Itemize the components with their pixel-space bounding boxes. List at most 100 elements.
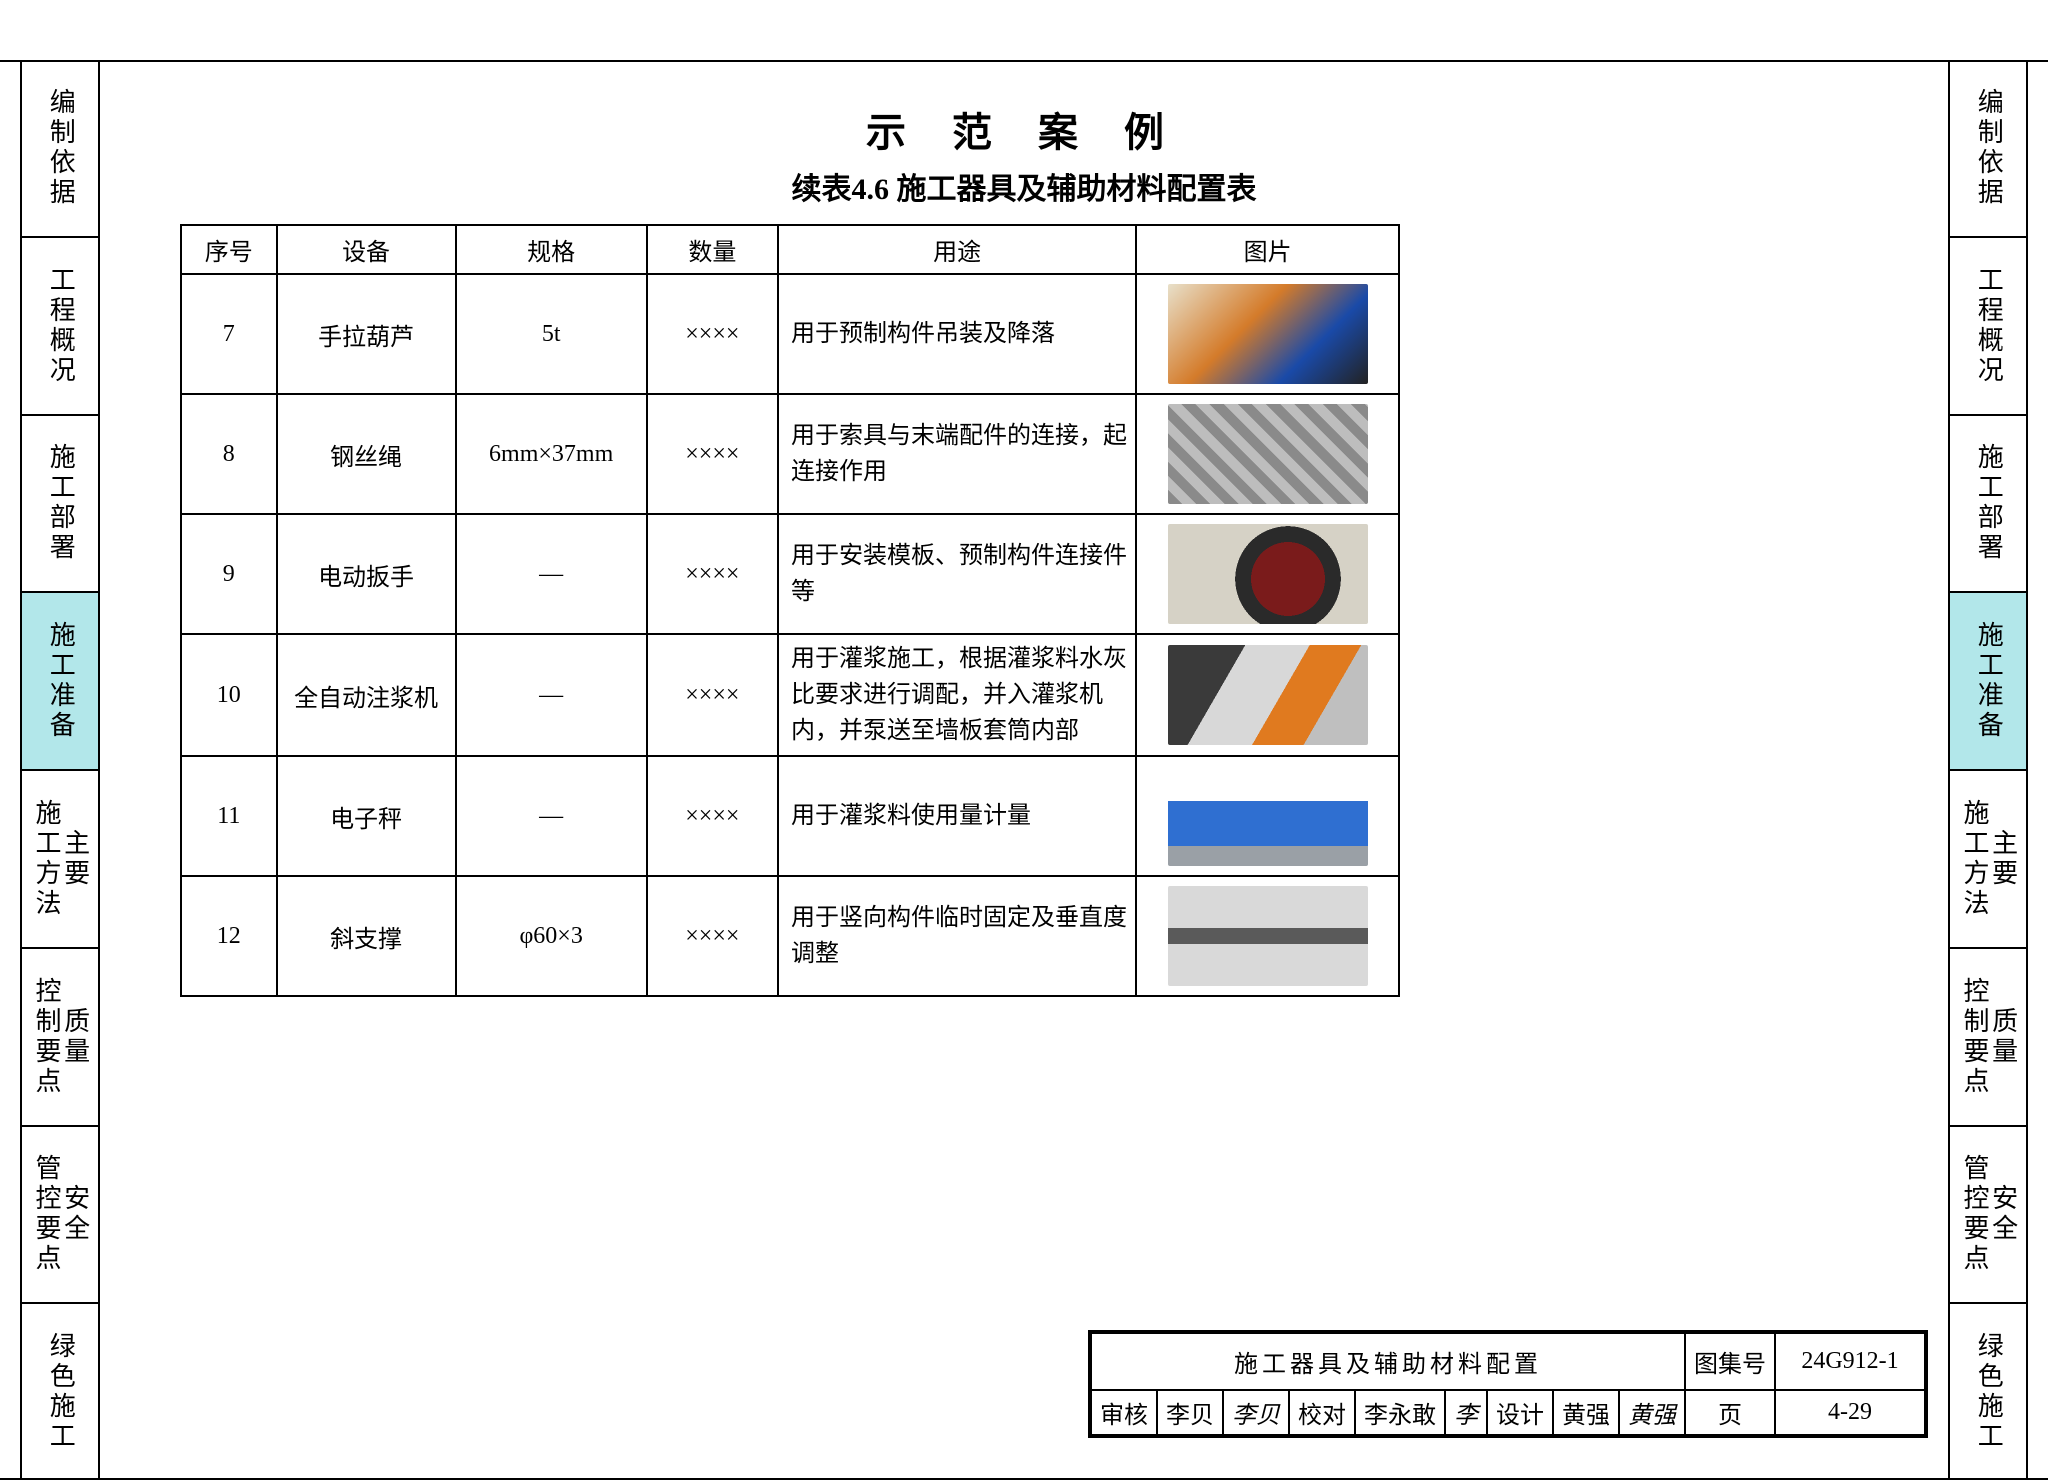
image-placeholder	[1168, 404, 1368, 504]
side-tab-3[interactable]: 施工准备	[1950, 593, 2026, 771]
side-tab-col: 质量	[1988, 1007, 2017, 1067]
table-cell: 5t	[456, 274, 647, 394]
page-value: 4-29	[1775, 1390, 1925, 1435]
table-cell-purpose: 用于灌浆施工，根据灌浆料水灰比要求进行调配，并入灌浆机内，并泵送至墙板套筒内部	[778, 634, 1136, 756]
side-tab-0[interactable]: 编制依据	[1950, 60, 2026, 238]
table-row: 9电动扳手—××××用于安装模板、预制构件连接件等	[181, 514, 1399, 634]
side-tab-2[interactable]: 施工部署	[22, 416, 98, 594]
table-cell-image	[1136, 274, 1399, 394]
set-value: 24G912-1	[1775, 1333, 1925, 1390]
table-header: 规格	[456, 225, 647, 274]
table-cell: ××××	[647, 634, 778, 756]
design-sig: 黄强	[1619, 1390, 1685, 1435]
table-header: 设备	[277, 225, 456, 274]
table-cell: 11	[181, 756, 277, 876]
table-cell-purpose: 用于预制构件吊装及降落	[778, 274, 1136, 394]
table-cell: ××××	[647, 274, 778, 394]
review-name: 李贝	[1157, 1390, 1223, 1435]
table-cell-image	[1136, 876, 1399, 996]
page-label: 页	[1685, 1390, 1775, 1435]
side-tab-7[interactable]: 绿色施工	[22, 1304, 98, 1480]
table-cell: 电动扳手	[277, 514, 456, 634]
check-sig: 李	[1445, 1390, 1487, 1435]
table-cell: 10	[181, 634, 277, 756]
table-cell: 7	[181, 274, 277, 394]
side-tab-5[interactable]: 控制要点质量	[22, 949, 98, 1127]
table-row: 10全自动注浆机—××××用于灌浆施工，根据灌浆料水灰比要求进行调配，并入灌浆机…	[181, 634, 1399, 756]
table-cell-image	[1136, 634, 1399, 756]
content-area: 示 范 案 例 续表4.6 施工器具及辅助材料配置表 序号设备规格数量用途图片 …	[120, 80, 1928, 1462]
table-cell: 钢丝绳	[277, 394, 456, 514]
image-placeholder	[1168, 524, 1368, 624]
table-cell: 9	[181, 514, 277, 634]
title-block: 施工器具及辅助材料配置 图集号 24G912-1 审核 李贝 李贝 校对 李永敢…	[1088, 1330, 1928, 1438]
table-cell: 手拉葫芦	[277, 274, 456, 394]
image-placeholder	[1168, 645, 1368, 745]
check-name: 李永敢	[1355, 1390, 1445, 1435]
side-tab-4[interactable]: 施工方法主要	[22, 771, 98, 949]
table-cell-purpose: 用于灌浆料使用量计量	[778, 756, 1136, 876]
table-cell-image	[1136, 394, 1399, 514]
side-tab-6[interactable]: 管控要点安全	[22, 1127, 98, 1305]
table-cell: 全自动注浆机	[277, 634, 456, 756]
review-sig: 李贝	[1223, 1390, 1289, 1435]
table-cell: ××××	[647, 514, 778, 634]
side-tab-col: 管控要点	[31, 1154, 60, 1274]
table-cell-purpose: 用于索具与末端配件的连接，起连接作用	[778, 394, 1136, 514]
table-header: 序号	[181, 225, 277, 274]
check-label: 校对	[1289, 1390, 1355, 1435]
side-tab-3[interactable]: 施工准备	[22, 593, 98, 771]
page-rule-top	[0, 60, 2048, 62]
table-cell: —	[456, 756, 647, 876]
table-cell: ××××	[647, 394, 778, 514]
table-cell: ××××	[647, 756, 778, 876]
image-placeholder	[1168, 284, 1368, 384]
titleblock-main: 施工器具及辅助材料配置	[1091, 1333, 1685, 1390]
table-cell: 12	[181, 876, 277, 996]
design-name: 黄强	[1553, 1390, 1619, 1435]
table-cell: ××××	[647, 876, 778, 996]
side-tab-col: 安全	[60, 1184, 89, 1244]
table-header: 数量	[647, 225, 778, 274]
table-cell: —	[456, 634, 647, 756]
side-tab-2[interactable]: 施工部署	[1950, 416, 2026, 594]
table-cell-purpose: 用于竖向构件临时固定及垂直度调整	[778, 876, 1136, 996]
side-tab-col: 主要	[60, 829, 89, 889]
image-placeholder	[1168, 886, 1368, 986]
side-tab-6[interactable]: 管控要点安全	[1950, 1127, 2026, 1305]
side-tab-0[interactable]: 编制依据	[22, 60, 98, 238]
table-cell-image	[1136, 514, 1399, 634]
table-cell: —	[456, 514, 647, 634]
review-label: 审核	[1091, 1390, 1157, 1435]
side-tab-col: 施工方法	[31, 799, 60, 919]
table-row: 11电子秤—××××用于灌浆料使用量计量	[181, 756, 1399, 876]
side-tab-7[interactable]: 绿色施工	[1950, 1304, 2026, 1480]
side-tab-col: 管控要点	[1959, 1154, 1988, 1274]
table-cell-image	[1136, 756, 1399, 876]
side-tabs-left: 编制依据工程概况施工部署施工准备施工方法主要控制要点质量管控要点安全绿色施工	[20, 60, 100, 1480]
design-label: 设计	[1487, 1390, 1553, 1435]
table-header: 用途	[778, 225, 1136, 274]
table-row: 7手拉葫芦5t××××用于预制构件吊装及降落	[181, 274, 1399, 394]
table-cell: 斜支撑	[277, 876, 456, 996]
side-tabs-right: 编制依据工程概况施工部署施工准备施工方法主要控制要点质量管控要点安全绿色施工	[1948, 60, 2028, 1480]
page-rule-bottom	[0, 1478, 2048, 1480]
side-tab-col: 主要	[1988, 829, 2017, 889]
table-cell: 8	[181, 394, 277, 514]
table-row: 8钢丝绳6mm×37mm××××用于索具与末端配件的连接，起连接作用	[181, 394, 1399, 514]
set-label: 图集号	[1685, 1333, 1775, 1390]
table-header: 图片	[1136, 225, 1399, 274]
side-tab-col: 施工方法	[1959, 799, 1988, 919]
side-tab-1[interactable]: 工程概况	[1950, 238, 2026, 416]
title-main: 示 范 案 例	[120, 100, 1928, 158]
side-tab-1[interactable]: 工程概况	[22, 238, 98, 416]
side-tab-col: 控制要点	[1959, 977, 1988, 1097]
side-tab-col: 质量	[60, 1007, 89, 1067]
equipment-table: 序号设备规格数量用途图片 7手拉葫芦5t××××用于预制构件吊装及降落8钢丝绳6…	[180, 224, 1400, 997]
side-tab-5[interactable]: 控制要点质量	[1950, 949, 2026, 1127]
side-tab-4[interactable]: 施工方法主要	[1950, 771, 2026, 949]
title-sub: 续表4.6 施工器具及辅助材料配置表	[120, 164, 1928, 208]
table-row: 12斜支撑φ60×3××××用于竖向构件临时固定及垂直度调整	[181, 876, 1399, 996]
table-cell: 电子秤	[277, 756, 456, 876]
table-cell: φ60×3	[456, 876, 647, 996]
